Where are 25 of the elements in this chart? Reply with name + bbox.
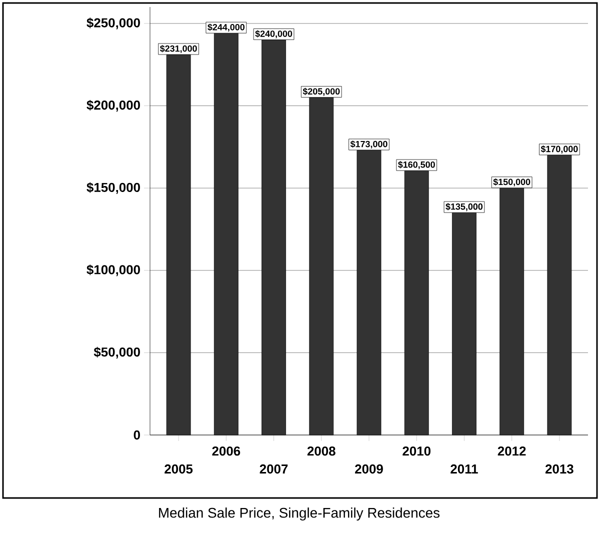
x-tick-label: 2005 — [164, 464, 193, 474]
y-tick-label: $50,000 — [94, 346, 140, 358]
y-tick-label: $200,000 — [86, 100, 140, 112]
x-tick-label: 2010 — [402, 446, 430, 456]
x-tick-label: 2012 — [498, 446, 526, 456]
data-label: $231,000 — [160, 45, 197, 54]
x-tick-label: 2009 — [355, 464, 383, 474]
x-tick-label: 2008 — [307, 446, 336, 456]
x-tick-label: 2011 — [450, 464, 478, 474]
data-label: $240,000 — [255, 30, 292, 38]
data-label: $205,000 — [302, 88, 340, 96]
data-label: $160,500 — [398, 161, 435, 170]
y-tick-label: $100,000 — [86, 264, 140, 276]
x-tick-label: 2013 — [545, 464, 574, 474]
y-tick-label: $250,000 — [86, 18, 140, 30]
x-tick-label: 2007 — [260, 464, 288, 474]
y-tick-label: $150,000 — [86, 182, 140, 194]
data-label: $135,000 — [446, 203, 483, 212]
data-label: $244,000 — [208, 24, 245, 32]
data-label: $170,000 — [540, 145, 578, 154]
text: Median Sale Price, Single-Family Residences — [159, 508, 440, 521]
data-label: $150,000 — [493, 178, 530, 186]
data-label: $173,000 — [350, 140, 388, 149]
x-tick-label: 2006 — [212, 446, 240, 456]
y-tick-label: 0 — [134, 430, 140, 440]
